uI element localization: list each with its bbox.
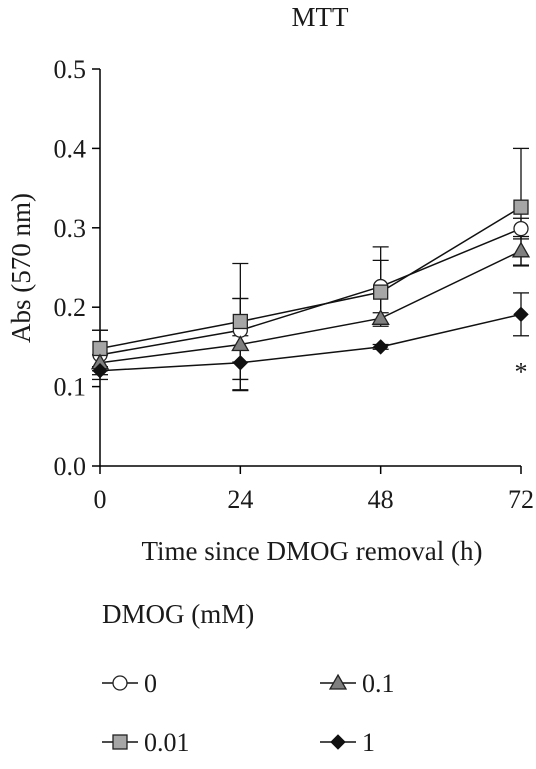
series-line-0_1 bbox=[99, 250, 522, 364]
data-point bbox=[232, 313, 248, 330]
series-markers bbox=[90, 199, 531, 379]
series-layer bbox=[90, 147, 531, 392]
legend-title: DMOG (mM) bbox=[102, 599, 254, 629]
data-point bbox=[511, 241, 531, 258]
series-line-0_01 bbox=[99, 206, 522, 350]
annotation-layer: * bbox=[515, 358, 528, 387]
data-point bbox=[513, 306, 529, 323]
x-tick-label: 48 bbox=[368, 485, 394, 514]
y-tick-label: 0.1 bbox=[54, 373, 87, 402]
data-point bbox=[372, 339, 389, 355]
x-axis: 0 24 48 72 bbox=[94, 465, 534, 514]
data-point bbox=[92, 363, 108, 379]
y-tick-label: 0.4 bbox=[54, 134, 87, 163]
legend-label: 0.1 bbox=[362, 669, 395, 698]
x-tick-label: 0 bbox=[94, 485, 107, 514]
legend-item: 0.01 bbox=[102, 728, 190, 757]
legend-marker bbox=[112, 675, 128, 691]
series-line-1 bbox=[99, 313, 522, 372]
data-point bbox=[513, 199, 529, 215]
data-point bbox=[231, 335, 250, 352]
series-lines bbox=[99, 206, 522, 372]
x-tick-label: 72 bbox=[508, 485, 534, 514]
y-tick-label: 0.5 bbox=[54, 55, 87, 84]
data-point bbox=[92, 340, 108, 357]
y-axis-label: Abs (570 nm) bbox=[6, 193, 36, 343]
series-line-0 bbox=[99, 227, 522, 356]
legend-item: 1 bbox=[320, 728, 375, 757]
x-axis-label: Time since DMOG removal (h) bbox=[142, 536, 483, 566]
y-tick-label: 0.3 bbox=[54, 214, 87, 243]
data-point bbox=[513, 220, 529, 237]
data-point bbox=[371, 309, 390, 325]
legend-marker bbox=[330, 734, 346, 750]
legend: 0 0.01 0.1 1 bbox=[102, 669, 395, 757]
y-tick-label: 0.2 bbox=[54, 293, 87, 322]
chart-title: MTT bbox=[292, 2, 350, 32]
y-tick-label: 0.0 bbox=[54, 452, 87, 481]
legend-item: 0 bbox=[102, 669, 157, 698]
x-tick-label: 24 bbox=[227, 485, 253, 514]
y-axis: 0.0 0.1 0.2 0.3 0.4 0.5 bbox=[54, 55, 101, 481]
legend-label: 0.01 bbox=[144, 728, 190, 757]
significance-marker: * bbox=[515, 358, 528, 387]
legend-item: 0.1 bbox=[320, 669, 395, 698]
legend-label: 0 bbox=[144, 669, 157, 698]
data-point bbox=[373, 284, 389, 300]
legend-marker bbox=[328, 673, 348, 690]
data-point bbox=[232, 355, 249, 371]
legend-label: 1 bbox=[362, 728, 375, 757]
legend-marker bbox=[112, 734, 128, 750]
